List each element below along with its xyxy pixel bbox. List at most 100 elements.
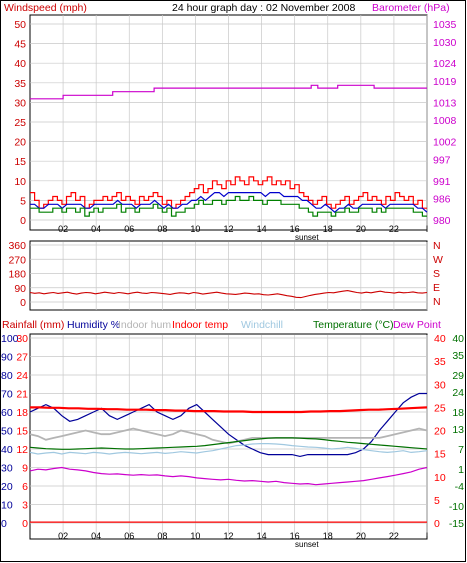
- humidity-tick-label: 100: [1, 333, 19, 345]
- hour-tick-label: 08: [157, 224, 167, 234]
- windspeed-tick-label: 35: [14, 78, 26, 90]
- indoor-temp-tick-label: 25: [434, 402, 446, 414]
- temperature-tick-label: 24: [452, 387, 464, 399]
- windspeed-axis-ticks: 0 5 10 15 20 25 30 35 40 45 50: [14, 19, 26, 227]
- rainfall-tick-label: 24: [16, 370, 28, 382]
- rainfall-tick-label: 18: [16, 407, 28, 419]
- windspeed-tick-label: 40: [14, 58, 26, 70]
- barometer-tick-label: 1019: [433, 76, 457, 88]
- wind-panel-x-ticks: 02 04 06 08 10 12 14 16 18 20 22 I: [58, 224, 428, 234]
- hour-tick-label: 04: [91, 224, 101, 234]
- compass-label: N: [433, 240, 441, 252]
- hour-tick-label: 12: [223, 531, 233, 541]
- humidity-tick-label: 80: [1, 370, 13, 382]
- legend-temperature: Temperature (°C): [313, 319, 394, 331]
- hour-tick-label: I: [426, 531, 429, 541]
- rainfall-tick-label: 30: [16, 333, 28, 345]
- humidity-tick-label: 90: [1, 352, 13, 364]
- hour-tick-label: 14: [257, 224, 267, 234]
- hour-tick-label: 10: [190, 531, 200, 541]
- windspeed-tick-label: 5: [20, 195, 26, 207]
- barometer-label: Barometer (hPa): [372, 2, 450, 14]
- hour-tick-label: 04: [91, 531, 101, 541]
- indoor-temp-tick-label: 10: [434, 472, 446, 484]
- series-indoor-hum: [29, 427, 428, 445]
- rainfall-tick-label: 6: [22, 481, 28, 493]
- indoor-temp-tick-label: 40: [434, 333, 446, 345]
- series-temperature-c: [29, 437, 428, 450]
- hour-tick-label: 22: [389, 531, 399, 541]
- temperature-tick-label: 18: [452, 407, 464, 419]
- barometer-tick-label: 980: [433, 215, 451, 227]
- legend-indoor-hum: Indoor hum: [118, 319, 171, 331]
- humidity-tick-label: 60: [1, 407, 13, 419]
- barometer-tick-label: 1002: [433, 137, 457, 149]
- compass-label: S: [433, 268, 440, 280]
- indoor-temp-tick-label: 15: [434, 449, 446, 461]
- direction-tick-label: 270: [8, 254, 26, 266]
- humidity-tick-label: 70: [1, 389, 13, 401]
- hour-tick-label: 20: [356, 224, 366, 234]
- barometer-tick-label: 991: [433, 176, 451, 188]
- series-windchill: [29, 443, 428, 455]
- hour-tick-label: 22: [389, 224, 399, 234]
- windspeed-tick-label: 15: [14, 156, 26, 168]
- legend-humidity: Humidity %: [67, 319, 120, 331]
- hour-tick-label: 18: [323, 224, 333, 234]
- legend-dew-point: Dew Point: [393, 319, 441, 331]
- rainfall-tick-label: 0: [22, 518, 28, 530]
- indoor-temp-tick-label: 20: [434, 426, 446, 438]
- temperature-tick-label: 29: [452, 370, 464, 382]
- humidity-tick-label: 40: [1, 444, 13, 456]
- temperature-tick-label: 1: [458, 464, 464, 476]
- series-dew-point: [29, 466, 428, 486]
- legend-rainfall: Rainfall (mm): [2, 319, 64, 331]
- lower-panel-legend: Rainfall (mm) Humidity % Indoor hum Indo…: [2, 319, 441, 331]
- legend-indoor-temp: Indoor temp: [172, 319, 228, 331]
- direction-tick-label: 90: [14, 283, 26, 295]
- wind-panel-grid: [30, 15, 428, 230]
- barometer-tick-label: 1013: [433, 97, 457, 109]
- barometer-tick-label: 986: [433, 194, 451, 206]
- chart-title: 24 hour graph day : 02 November 2008: [172, 2, 355, 14]
- series-humidity: [29, 392, 427, 458]
- hour-tick-label: 06: [124, 224, 134, 234]
- temperature-tick-label: 7: [458, 444, 464, 456]
- hour-tick-label: I: [426, 224, 429, 234]
- direction-axis-ticks: 0 90 180 270 360: [8, 240, 26, 309]
- humidity-tick-label: 0: [1, 518, 7, 530]
- temperature-tick-label: 40: [452, 333, 464, 345]
- barometer-tick-label: 1035: [433, 19, 457, 31]
- hour-tick-label: 20: [356, 531, 366, 541]
- temperature-tick-label: -10: [449, 501, 464, 513]
- temperature-tick-label: -4: [455, 481, 464, 493]
- compass-label: W: [433, 254, 443, 266]
- windspeed-tick-label: 0: [20, 215, 26, 227]
- series-windspeed-mph: [30, 176, 427, 209]
- temperature-tick-label: -15: [449, 518, 464, 530]
- windspeed-label: Windspeed (mph): [4, 2, 87, 14]
- windspeed-tick-label: 45: [14, 39, 26, 51]
- hour-tick-label: 10: [190, 224, 200, 234]
- windspeed-tick-label: 25: [14, 117, 26, 129]
- lower-panel-series: [29, 392, 428, 523]
- hour-tick-label: 02: [58, 531, 68, 541]
- series-wind-avg: [30, 192, 428, 213]
- wind-panel-series: [30, 84, 428, 217]
- humidity-tick-label: 30: [1, 463, 13, 475]
- humidity-tick-label: 10: [1, 500, 13, 512]
- hour-tick-label: 16: [290, 531, 300, 541]
- hour-tick-label: 02: [58, 224, 68, 234]
- direction-tick-label: 0: [20, 297, 26, 309]
- windspeed-tick-label: 20: [14, 137, 26, 149]
- rainfall-tick-label: 3: [22, 500, 28, 512]
- rainfall-tick-label: 27: [16, 352, 28, 364]
- rain-humidity-temperature-panel: 0102030405060708090100036912151821242730…: [1, 333, 464, 549]
- series-direction: [29, 290, 428, 299]
- barometer-tick-label: 1024: [433, 58, 457, 70]
- hour-tick-label: 18: [323, 531, 333, 541]
- compass-label: E: [433, 282, 440, 294]
- windspeed-tick-label: 50: [14, 19, 26, 31]
